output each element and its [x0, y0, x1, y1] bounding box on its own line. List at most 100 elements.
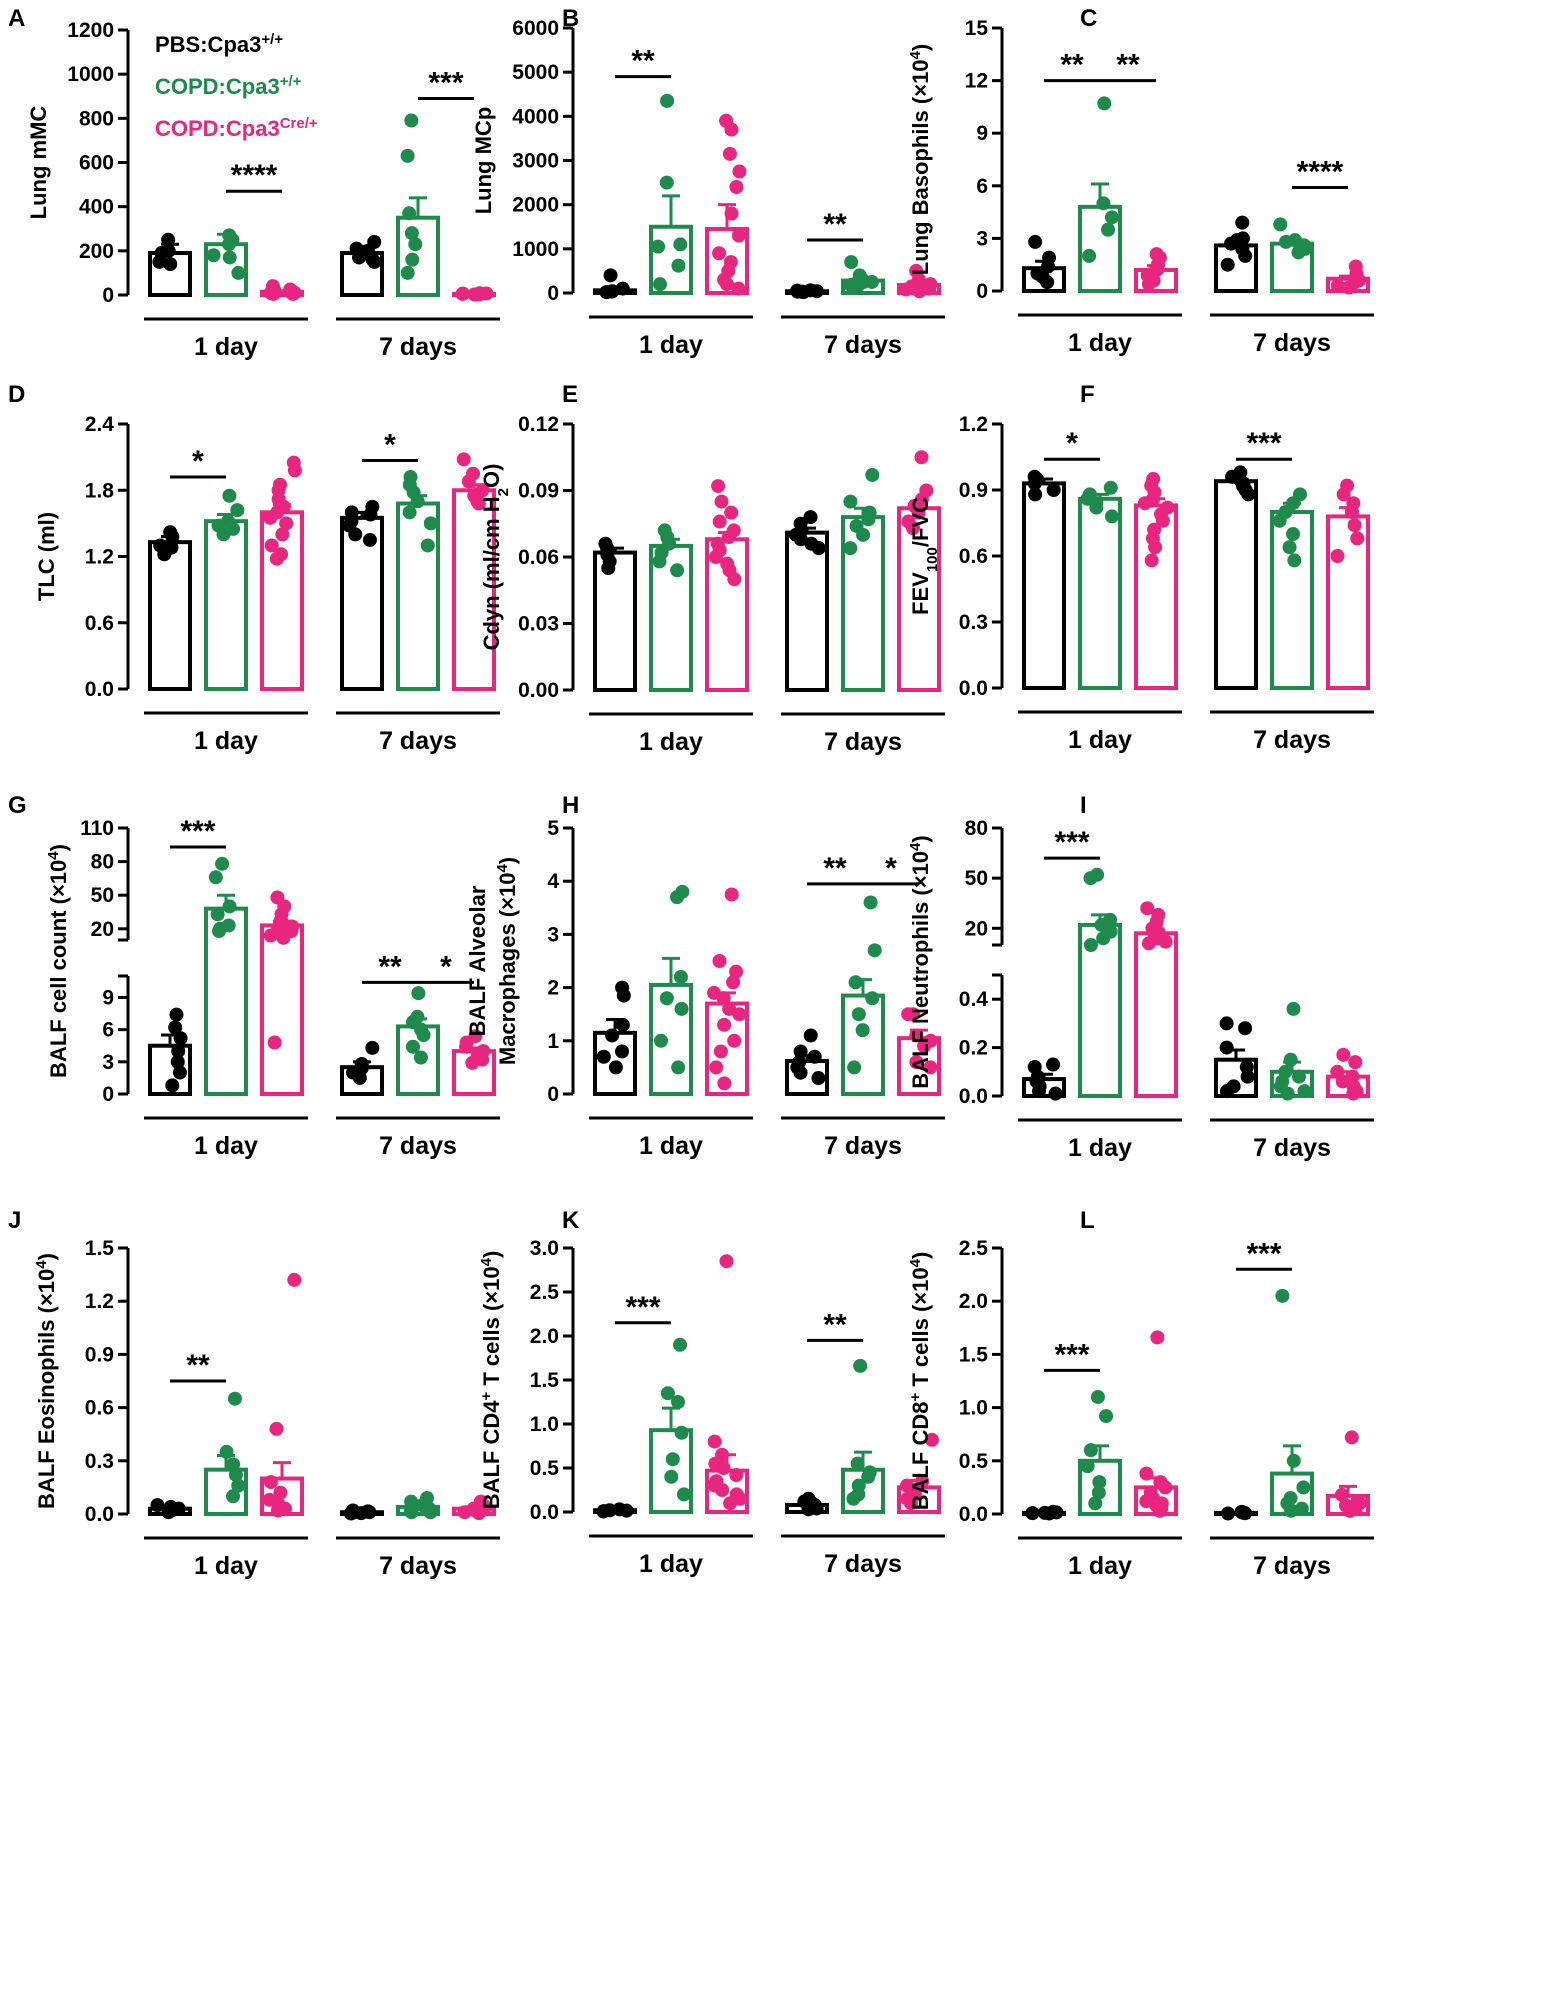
data-point — [1141, 936, 1156, 951]
y-tick-label: 1000 — [67, 63, 114, 86]
data-point — [654, 1033, 669, 1048]
y-tick-label: 2.0 — [959, 1290, 988, 1313]
data-point — [596, 1504, 611, 1519]
data-point — [420, 538, 435, 553]
data-point — [711, 479, 726, 494]
y-tick-label: 6000 — [512, 17, 559, 40]
data-point — [1083, 871, 1098, 886]
data-point — [1040, 275, 1055, 290]
data-point — [1336, 487, 1351, 502]
y-tick-label: 800 — [79, 107, 114, 130]
data-point — [405, 252, 420, 267]
label-part: ) — [495, 857, 520, 864]
data-point — [727, 572, 742, 587]
significance-label: ** — [823, 1308, 847, 1341]
data-point — [231, 265, 246, 280]
data-point — [152, 254, 167, 269]
data-point — [1028, 234, 1043, 249]
data-point — [906, 521, 921, 536]
data-point — [168, 1020, 183, 1035]
y-tick-label: 12 — [965, 70, 988, 93]
y-axis-label: BALF Neutrophils (×104) — [907, 835, 934, 1088]
data-point — [803, 510, 818, 525]
bar — [204, 519, 248, 692]
significance-label: * — [440, 950, 452, 983]
label-part: BALF CD4 — [479, 1400, 504, 1510]
data-point — [1286, 1453, 1301, 1468]
data-point — [423, 1505, 438, 1520]
data-point — [270, 1503, 285, 1518]
data-point — [731, 281, 746, 296]
y-tick-label: 0.0 — [85, 1503, 114, 1526]
data-point — [208, 870, 223, 885]
y-tick-label: 5000 — [512, 61, 559, 84]
significance-label: *** — [1246, 1237, 1281, 1270]
data-point — [707, 1434, 722, 1449]
data-point — [811, 1071, 826, 1086]
data-point — [1275, 1288, 1290, 1303]
data-point — [215, 856, 230, 871]
data-point — [619, 1503, 634, 1518]
group-label: 7 days — [379, 1552, 457, 1580]
data-point — [1341, 280, 1356, 295]
label-part: BALF Eosinophils (×10 — [34, 1269, 59, 1509]
data-point — [404, 226, 419, 241]
data-point — [604, 284, 619, 299]
data-point — [673, 969, 688, 984]
data-point — [923, 1060, 938, 1075]
data-point — [172, 1065, 187, 1080]
bar — [204, 906, 248, 1097]
label-part: ) — [479, 1251, 504, 1258]
data-point — [1088, 1496, 1103, 1511]
bar — [593, 550, 637, 692]
label-part: TLC (ml) — [34, 512, 59, 601]
data-point — [793, 1065, 808, 1080]
data-point — [1144, 553, 1159, 568]
group-label: 7 days — [824, 331, 902, 359]
data-point — [212, 924, 227, 939]
bar — [1078, 496, 1122, 690]
data-point — [671, 1060, 686, 1075]
data-point — [365, 252, 380, 267]
panel-e: E 0.00 0.03 0.06 0.09 0.12 Cdyn (ml/cm H2O) 1 d… — [479, 381, 945, 756]
significance-label: *** — [1054, 1338, 1089, 1371]
data-point — [1080, 1459, 1095, 1474]
label-part: Lung MCp — [471, 107, 496, 215]
y-tick-label: 1.0 — [959, 1397, 988, 1420]
group-label: 7 days — [379, 727, 457, 755]
group-label: 1 day — [639, 1132, 703, 1160]
data-point — [664, 1469, 679, 1484]
label-part: ) — [908, 44, 933, 51]
data-point — [863, 895, 878, 910]
group-label: 1 day — [639, 331, 703, 359]
data-point — [671, 258, 686, 273]
data-point — [1350, 531, 1365, 546]
data-point — [717, 1017, 732, 1032]
data-point — [226, 1457, 241, 1472]
panel-letter: L — [1080, 1207, 1095, 1234]
data-point — [596, 1049, 611, 1064]
data-point — [605, 1028, 620, 1043]
significance-label: ** — [823, 852, 847, 885]
data-point — [400, 265, 415, 280]
data-point — [903, 1496, 918, 1511]
data-point — [729, 180, 744, 194]
panel-d: D 0.0 0.6 1.2 1.8 2.4 TLC (ml) 1 day 7 days * * — [8, 381, 500, 755]
y-tick-label: 0.0 — [959, 677, 988, 700]
data-point — [1219, 1040, 1234, 1055]
y-tick-label: 2.0 — [530, 1325, 559, 1348]
legend-entry: COPD:Cpa3Cre/+ — [155, 115, 318, 142]
data-point — [287, 463, 302, 478]
data-point — [173, 1031, 188, 1046]
data-point — [665, 1452, 680, 1467]
data-point — [731, 228, 746, 243]
data-point — [1336, 1047, 1351, 1062]
data-point — [673, 1337, 688, 1352]
y-tick-label: 0.03 — [518, 613, 559, 636]
data-point — [465, 1055, 480, 1070]
data-point — [269, 551, 284, 566]
data-point — [712, 246, 727, 261]
y-tick-label: 6 — [102, 1019, 114, 1042]
